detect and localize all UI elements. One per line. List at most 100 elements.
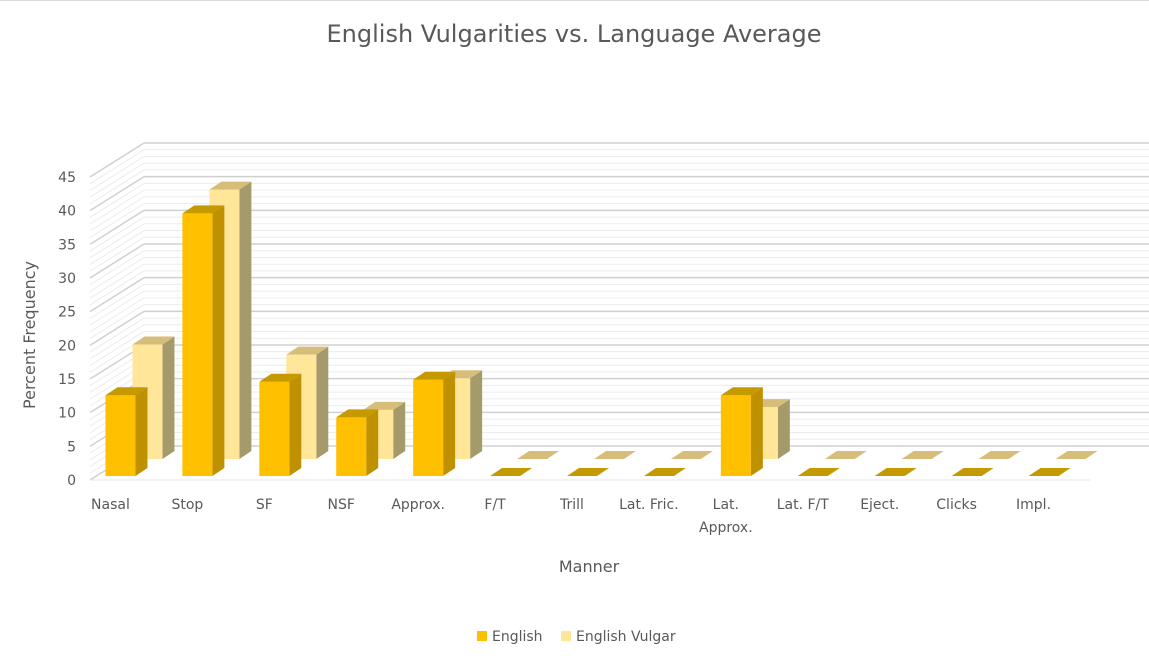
bar-side	[162, 336, 175, 459]
y-tick-label: 25	[58, 305, 76, 321]
bar-top	[567, 468, 609, 476]
bar-english	[720, 387, 763, 476]
category-label: Impl.	[1016, 497, 1051, 513]
side-gridline	[89, 310, 145, 346]
bar-side	[289, 373, 302, 476]
bar-top	[363, 401, 406, 410]
bar-english	[1028, 468, 1071, 476]
bar-front	[336, 417, 367, 476]
bar-english	[874, 468, 917, 476]
bar-top	[643, 468, 686, 476]
bar-english-vulgar	[824, 451, 867, 459]
bar-english-vulgar	[670, 451, 713, 459]
category-label: Trill	[559, 497, 584, 513]
y-axis-label: Percent Frequency	[20, 261, 39, 409]
bar-side	[750, 387, 763, 476]
side-gridline	[89, 189, 145, 225]
bar-top	[951, 468, 994, 476]
side-gridline	[89, 331, 145, 366]
y-tick-layer: 0 5 10 15 20 25 30 35 40 45	[58, 170, 76, 489]
side-gridline	[89, 203, 145, 239]
bar-top	[670, 451, 713, 459]
bar-top	[1055, 451, 1098, 459]
bar-top	[182, 205, 225, 214]
bar-top	[413, 371, 456, 380]
category-label: Clicks	[936, 497, 977, 513]
side-gridline	[89, 209, 145, 245]
y-tick-label: 20	[58, 338, 76, 354]
bar-top	[901, 451, 944, 459]
category-label: Lat. Fric.	[619, 497, 679, 513]
category-label: Lat. F/T	[777, 497, 830, 513]
category-label: Approx.	[391, 497, 445, 513]
bar-side	[470, 370, 483, 459]
side-gridline	[89, 317, 145, 353]
bar-english-vulgar	[517, 451, 560, 459]
bar-english	[105, 387, 148, 476]
category-label-layer: Nasal Stop SF NSF Approx. F/T Trill Lat. Fric. L…	[91, 497, 1051, 536]
side-gridline	[89, 176, 145, 212]
legend-swatch	[477, 631, 487, 641]
bar-top	[594, 451, 636, 459]
side-gridline	[89, 270, 145, 306]
bar-top	[720, 387, 763, 396]
bar-side	[393, 401, 406, 459]
side-gridline	[89, 236, 145, 272]
bar-top	[874, 468, 917, 476]
bar-side	[212, 205, 225, 476]
bar-front	[105, 395, 136, 476]
bar-top	[517, 451, 560, 459]
bar-side	[366, 409, 379, 476]
side-gridline	[89, 182, 145, 218]
bar-front	[413, 379, 444, 476]
y-tick-label: 0	[67, 473, 76, 489]
side-gridline	[89, 304, 145, 340]
y-tick-label: 5	[67, 439, 76, 455]
category-label: Stop	[171, 497, 203, 513]
bar-top	[132, 336, 175, 345]
y-tick-label: 10	[58, 406, 76, 422]
y-tick-label: 45	[58, 170, 76, 186]
legend-label: English	[492, 629, 543, 645]
bar-top	[105, 387, 148, 396]
bar-top	[797, 468, 840, 476]
legend: English English Vulgar	[477, 629, 676, 645]
bar-top	[286, 346, 329, 355]
bar-front	[720, 395, 751, 476]
legend-item-english: English	[477, 629, 543, 645]
side-gridline	[89, 216, 145, 252]
side-gridline	[89, 156, 145, 191]
legend-swatch	[561, 631, 571, 641]
y-tick-label: 15	[58, 372, 76, 388]
bar-english	[336, 409, 379, 476]
y-tick-label: 35	[58, 237, 76, 253]
bar-english	[490, 468, 533, 476]
side-gridline	[89, 290, 145, 326]
side-gridline	[89, 243, 145, 279]
bar-front	[259, 381, 290, 476]
bar-english	[259, 373, 302, 476]
side-gridline	[89, 149, 145, 185]
bar-top	[824, 451, 867, 459]
side-gridline	[89, 277, 145, 313]
bar-side	[443, 371, 456, 476]
category-label: Eject.	[860, 497, 899, 513]
bar-top	[209, 181, 252, 190]
bar-english	[567, 468, 609, 476]
bar-side	[239, 181, 252, 459]
category-label: NSF	[328, 497, 355, 513]
side-gridline	[89, 230, 145, 265]
side-gridline	[89, 142, 145, 178]
category-label: SF	[256, 497, 273, 513]
side-gridline	[89, 196, 145, 232]
bar-side	[777, 399, 790, 459]
legend-label: English Vulgar	[576, 629, 676, 645]
side-gridline	[89, 250, 145, 286]
bar-english-vulgar	[978, 451, 1021, 459]
bar-side	[135, 387, 148, 476]
side-gridline	[89, 162, 145, 198]
bar-layer	[105, 181, 1098, 476]
side-gridline	[89, 223, 145, 259]
y-tick-label: 40	[58, 204, 76, 220]
